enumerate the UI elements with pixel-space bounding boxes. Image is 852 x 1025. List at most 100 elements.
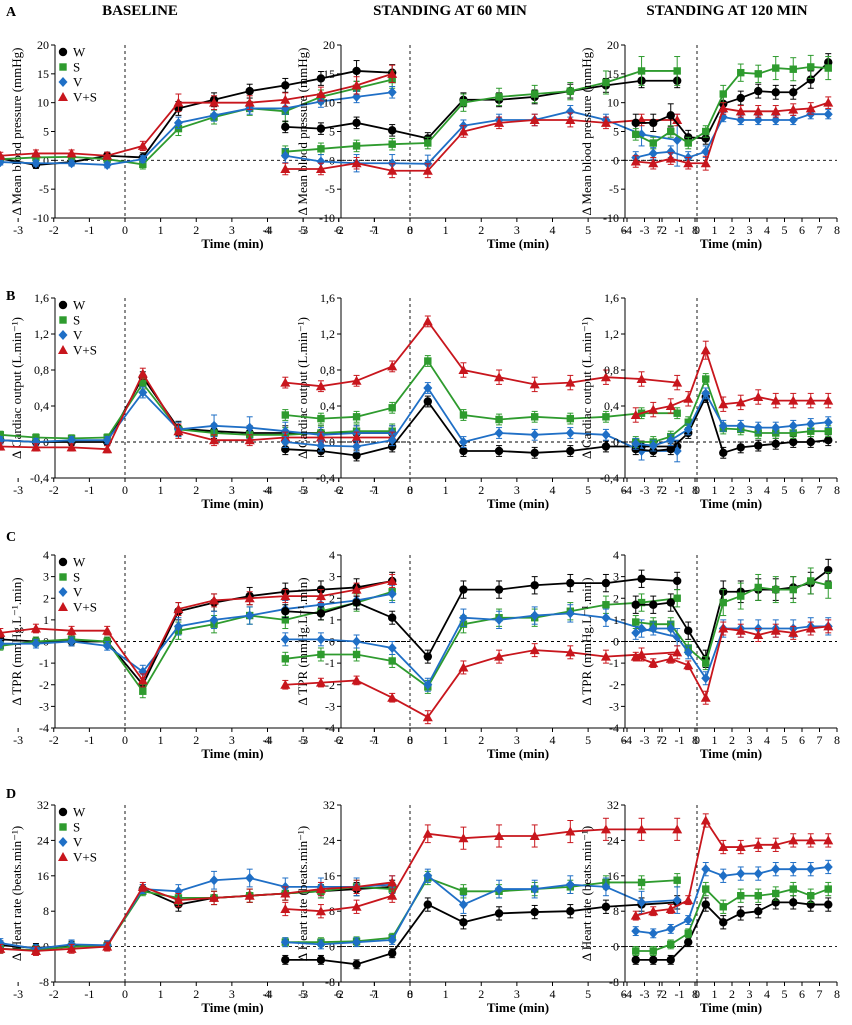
data-point-v xyxy=(666,435,676,446)
data-point-s xyxy=(424,357,432,365)
x-tick-label: 0 xyxy=(122,987,128,1001)
data-point-v xyxy=(458,612,468,623)
data-point-s xyxy=(667,940,675,949)
y-tick-label: 20 xyxy=(607,38,619,52)
data-point-w xyxy=(387,442,397,451)
x-tick-label: 0 xyxy=(694,223,700,237)
y-tick-label: -10 xyxy=(33,211,49,225)
data-point-vpluss xyxy=(636,374,647,383)
data-point-s xyxy=(789,65,797,73)
data-point-s xyxy=(772,64,780,72)
x-tick-label: -2 xyxy=(657,483,667,497)
data-point-vpluss xyxy=(600,372,611,382)
data-point-s xyxy=(281,616,290,624)
series-line-w xyxy=(285,901,678,966)
y-tick-label: 10 xyxy=(323,96,335,110)
series-line-w xyxy=(635,569,829,662)
data-point-vpluss xyxy=(805,835,816,845)
data-point-vpluss xyxy=(718,399,729,409)
y-tick-label: -0,4 xyxy=(600,471,619,485)
data-point-s xyxy=(684,418,692,426)
data-point-v xyxy=(316,156,326,167)
y-tick-label: 0 xyxy=(613,940,619,954)
data-point-v xyxy=(788,114,798,125)
x-axis-title: Time (min) xyxy=(700,236,762,251)
data-point-s xyxy=(673,594,681,602)
series-line-s xyxy=(285,70,678,153)
y-tick-label: 0 xyxy=(329,153,335,167)
data-point-w xyxy=(631,955,640,965)
legend-label-vpluss: V+S xyxy=(73,90,97,105)
y-tick-label: 32 xyxy=(37,798,49,812)
y-tick-label: -3 xyxy=(609,699,619,713)
series-line-s xyxy=(0,381,393,440)
x-tick-label: 5 xyxy=(782,987,788,1001)
data-point-vpluss xyxy=(630,651,641,661)
y-tick-label: 0,4 xyxy=(320,399,335,413)
data-point-v xyxy=(316,96,326,107)
x-tick-label: -1 xyxy=(84,987,94,1001)
data-point-vpluss xyxy=(30,442,41,452)
data-point-w xyxy=(684,937,693,947)
series-vpluss xyxy=(630,813,834,921)
data-point-w xyxy=(566,578,575,588)
data-point-vpluss xyxy=(351,375,362,385)
data-point-v xyxy=(173,117,183,128)
data-point-s xyxy=(684,139,692,147)
y-tick-label: 1,6 xyxy=(604,291,619,305)
data-point-s xyxy=(352,413,361,421)
data-point-v xyxy=(280,426,290,437)
x-tick-label: -1 xyxy=(675,733,685,747)
y-tick-label: 1,6 xyxy=(34,291,49,305)
x-tick-label: -3 xyxy=(13,987,23,1001)
series-line-s xyxy=(635,579,829,665)
data-point-vpluss xyxy=(565,377,576,387)
series-line-vpluss xyxy=(285,649,678,719)
data-point-s xyxy=(637,878,646,887)
data-point-vpluss xyxy=(315,89,326,99)
data-point-w xyxy=(824,436,833,445)
legend-marker-w xyxy=(58,557,68,567)
data-point-s xyxy=(566,87,575,95)
x-tick-label: 4 xyxy=(550,223,556,237)
data-point-w xyxy=(316,74,326,83)
y-tick-label: 15 xyxy=(37,67,49,81)
data-point-v xyxy=(530,884,540,895)
y-tick-label: -4 xyxy=(609,721,619,735)
data-point-vpluss xyxy=(753,839,764,849)
data-point-vpluss xyxy=(30,946,41,956)
y-axis-title: Δ Mean blood pressure (mmHg) xyxy=(295,48,310,216)
y-tick-label: -0,4 xyxy=(30,471,49,485)
data-point-vpluss xyxy=(683,158,694,168)
series-w xyxy=(0,571,397,692)
data-point-v xyxy=(666,923,676,934)
data-point-s xyxy=(772,585,780,594)
legend-marker-v xyxy=(58,330,68,340)
series-line-vpluss xyxy=(285,828,678,913)
data-point-w xyxy=(672,576,682,586)
panel-b-baseline: 1,6 1,2 0,8 0,4 0 -0,4 -4 -3 -2 -1 0 1 2 3 4 5 6 7 8 Time (… xyxy=(0,291,413,511)
x-tick-label: 2 xyxy=(729,987,735,1001)
column-title-standing-120: STANDING AT 120 MIN xyxy=(646,3,807,19)
series-v xyxy=(280,868,682,950)
series-line-s xyxy=(285,597,678,689)
y-tick-label: -8 xyxy=(39,975,49,989)
data-point-vpluss xyxy=(458,126,469,136)
x-tick-label: 8 xyxy=(692,987,698,1001)
data-point-s xyxy=(459,98,468,107)
legend-marker-s xyxy=(59,316,67,324)
data-point-v xyxy=(753,422,763,433)
data-point-v xyxy=(209,420,219,431)
data-point-vpluss xyxy=(209,435,220,445)
y-tick-label: 1 xyxy=(613,613,619,627)
x-tick-label: 8 xyxy=(407,223,413,237)
data-point-vpluss xyxy=(387,361,398,371)
x-tick-label: 0 xyxy=(122,483,128,497)
data-point-s xyxy=(719,598,727,607)
legend-label-w: W xyxy=(73,555,86,570)
x-tick-label: 8 xyxy=(692,223,698,237)
data-point-vpluss xyxy=(173,426,184,436)
x-tick-label: -1 xyxy=(84,733,94,747)
x-tick-label: -4 xyxy=(622,223,632,237)
